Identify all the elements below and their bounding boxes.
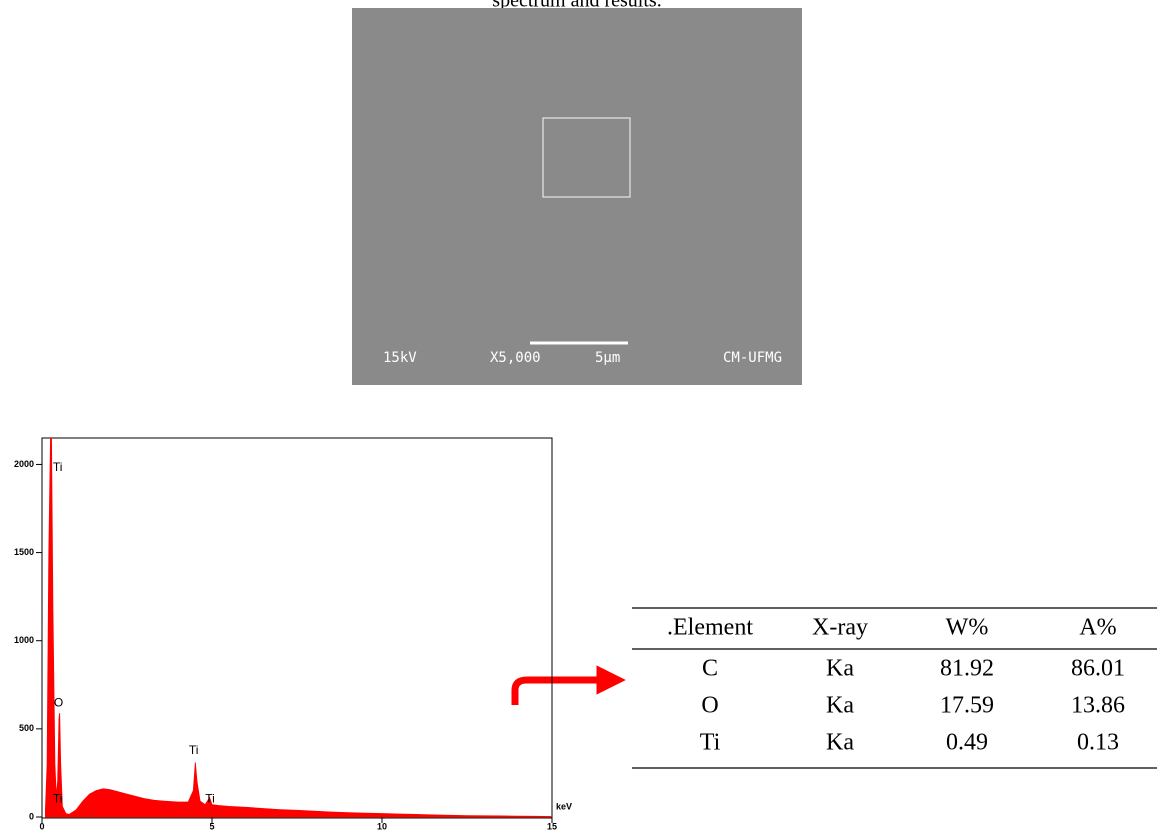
y-tick-label: 0 (29, 811, 34, 821)
sem-label: 5µm (595, 350, 620, 366)
x-tick-label: 15 (547, 821, 557, 831)
table-cell: C (702, 656, 718, 682)
peak-label: Ti (189, 743, 199, 757)
x-tick-label: 5 (209, 821, 214, 831)
table-cell: 17.59 (940, 693, 994, 719)
y-tick-label: 500 (19, 723, 34, 733)
sem-label: X5,000 (490, 350, 541, 366)
x-axis-label: keV (556, 801, 572, 811)
arrow-head (600, 668, 620, 692)
table-cell: Ti (700, 730, 721, 756)
table-cell: Ka (826, 656, 854, 682)
y-tick-label: 1500 (14, 547, 34, 557)
peak-label: Ti (205, 792, 215, 806)
table-cell: 86.01 (1071, 656, 1125, 682)
sem-label: CM-UFMG (723, 350, 782, 366)
peak-label: Ti (53, 460, 63, 474)
x-tick-label: 0 (39, 821, 44, 831)
table-cell: 0.13 (1077, 730, 1119, 756)
table-cell: Ka (826, 693, 854, 719)
peak-label: Ti (53, 792, 63, 806)
peak-label: O (54, 695, 63, 709)
table-cell: Ka (826, 730, 854, 756)
sem-label: 15kV (383, 350, 417, 366)
table-header: A% (1079, 615, 1116, 641)
page: spectrum and results. 15kVX5,0005µmCM-UF… (0, 0, 1157, 832)
table-cell: 0.49 (946, 730, 988, 756)
table-cell: O (701, 693, 718, 719)
table-header: X-ray (812, 615, 868, 641)
x-tick-label: 10 (377, 821, 387, 831)
y-tick-label: 1000 (14, 635, 34, 645)
y-tick-label: 2000 (14, 459, 34, 469)
table-cell: 81.92 (940, 656, 994, 682)
table-cell: 13.86 (1071, 693, 1125, 719)
plot-frame (42, 438, 552, 818)
spectrum (45, 438, 552, 817)
figure: spectrum and results. 15kVX5,0005µmCM-UF… (0, 0, 1157, 832)
table-header: W% (946, 615, 989, 641)
table-header: .Element (667, 615, 753, 641)
